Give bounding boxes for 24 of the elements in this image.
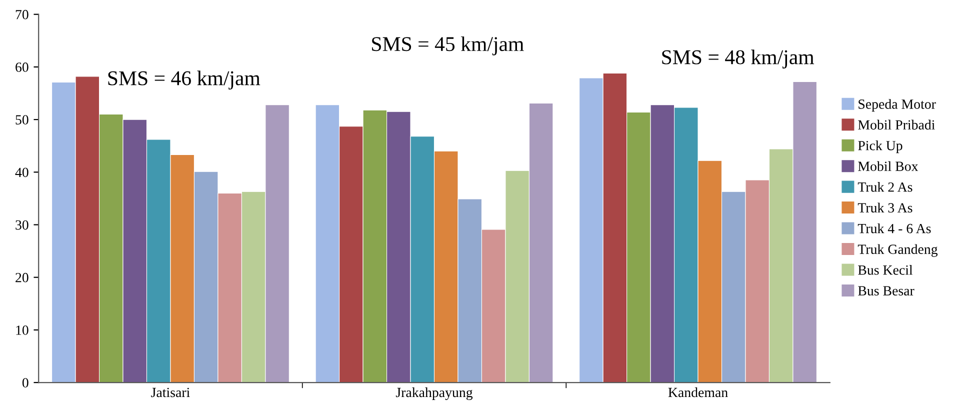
x-tick-label: Jatisari	[151, 388, 190, 398]
y-tick-label: 40	[15, 168, 28, 178]
y-tick-label: 50	[16, 115, 28, 124]
x-tick-label: Kandeman	[668, 387, 728, 398]
y-tick-label: 0	[22, 378, 28, 388]
y-tick-label: 60	[16, 62, 28, 72]
legend-label: Pick Up	[858, 140, 902, 154]
annotation: SMS = 48 km/jam	[662, 50, 814, 69]
legend-label: Mobil Pribadi	[858, 120, 935, 130]
y-tick-label: 30	[16, 220, 28, 230]
legend-label: Truk 3 As	[858, 202, 912, 213]
legend-label: Sepeda Motor	[858, 99, 936, 112]
legend-label: Truk 4 - 6 As	[858, 223, 931, 234]
legend-label: Bus Kecil	[858, 264, 913, 275]
x-tick-label: Jrakahpayung	[396, 387, 473, 400]
annotation: SMS = 46 km/jam	[108, 70, 260, 90]
legend-label: Truk 2 As	[858, 182, 912, 192]
y-tick-label: 10	[16, 326, 28, 335]
y-tick-label: 70	[16, 10, 28, 20]
legend-label: Bus Besar	[858, 286, 914, 296]
legend-label: Truk Gandeng	[858, 244, 938, 257]
y-tick-label: 20	[16, 272, 28, 282]
annotation: SMS = 45 km/jam	[372, 36, 524, 56]
legend-label: Mobil Box	[858, 161, 918, 172]
